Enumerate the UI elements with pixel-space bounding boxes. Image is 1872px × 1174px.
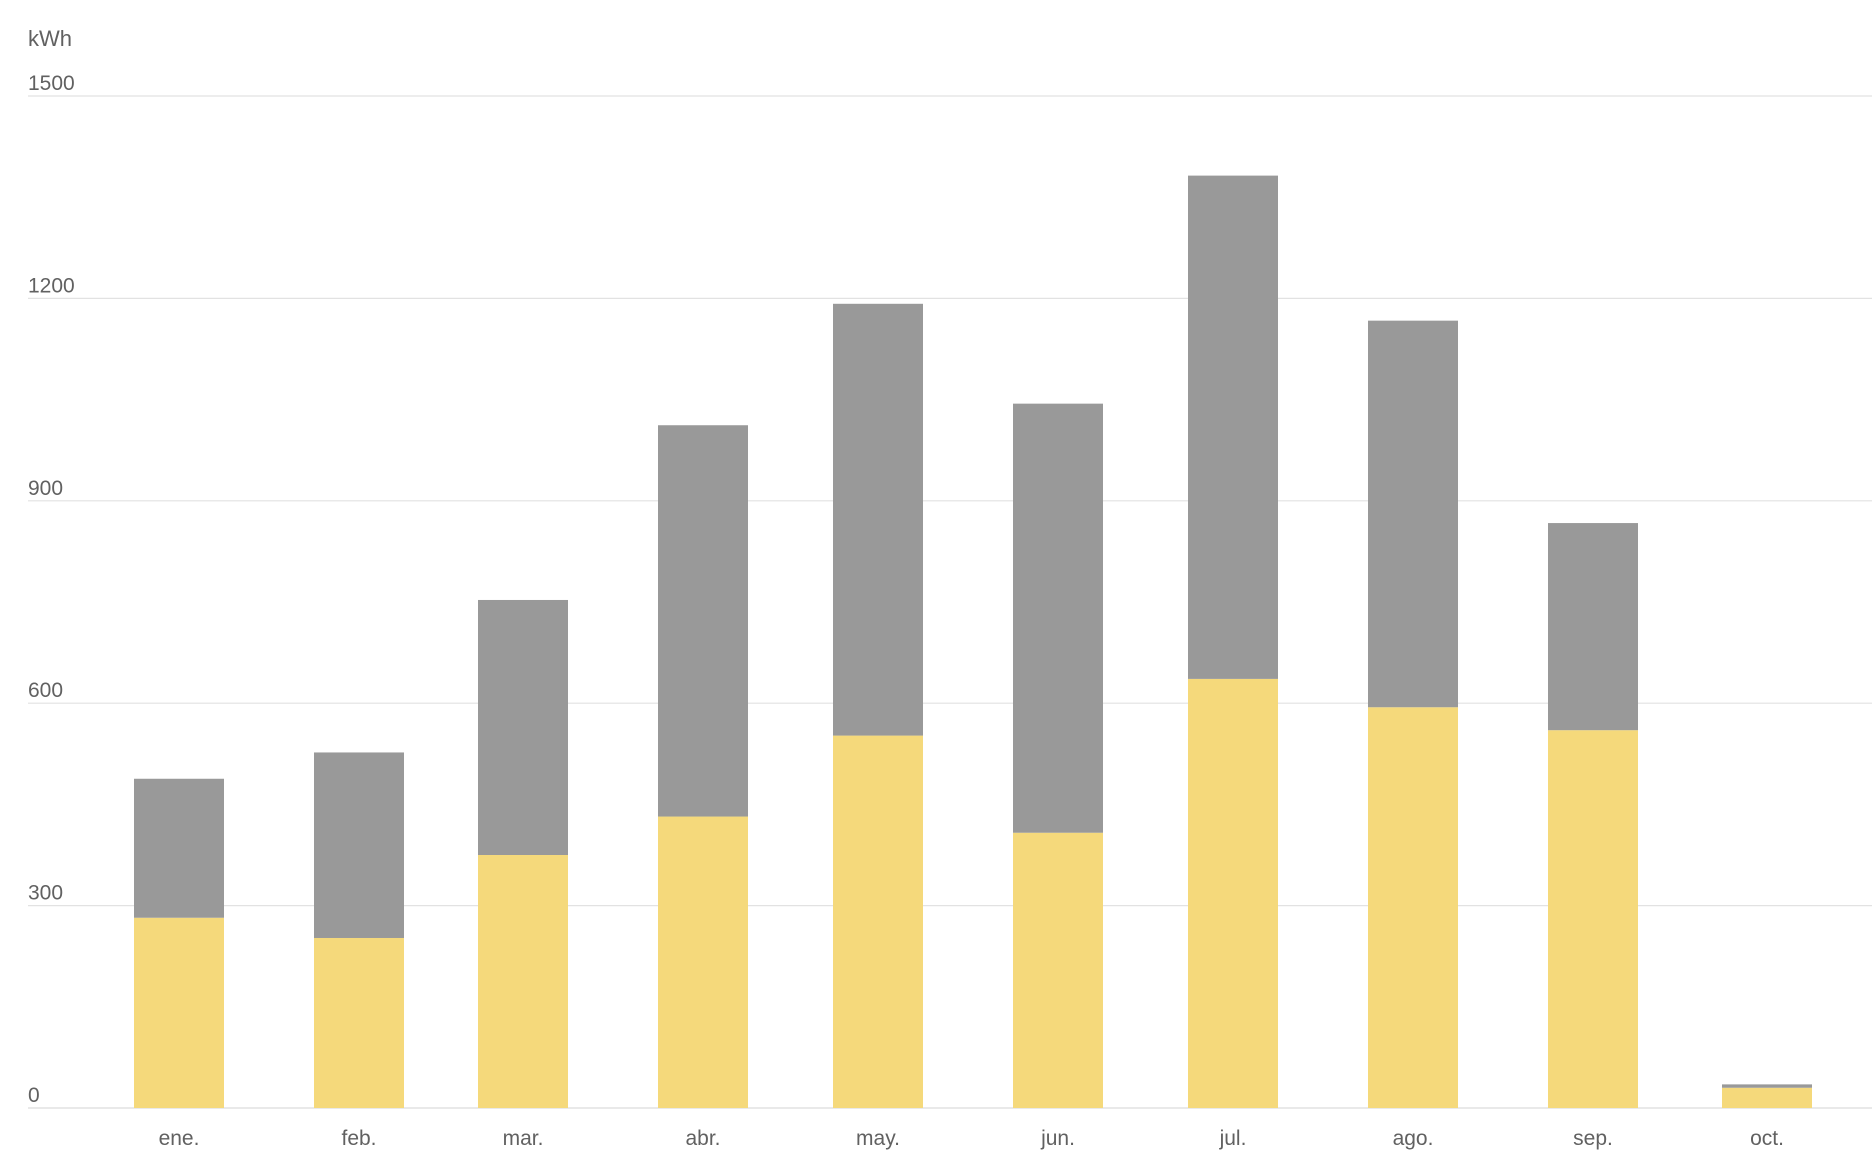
y-tick-label: 1500	[28, 72, 75, 95]
y-tick-label: 600	[28, 679, 63, 702]
x-tick-label: may.	[856, 1127, 900, 1150]
bar-segment-series1-sep[interactable]	[1548, 730, 1638, 1108]
bar-segment-series2-sep[interactable]	[1548, 523, 1638, 731]
bar-segment-series2-jul[interactable]	[1188, 175, 1278, 679]
bar-segment-series2-oct[interactable]	[1722, 1084, 1812, 1088]
x-tick-label: jun.	[1040, 1127, 1075, 1150]
bar-segment-series2-abr[interactable]	[658, 425, 748, 817]
y-tick-label: 300	[28, 882, 63, 905]
bar-segment-series2-may[interactable]	[833, 303, 923, 736]
bar-segment-series1-ago[interactable]	[1368, 707, 1458, 1108]
y-tick-label: 0	[28, 1084, 40, 1107]
bar-segment-series2-mar[interactable]	[478, 599, 568, 855]
bar-segment-series2-ago[interactable]	[1368, 320, 1458, 708]
bar-segment-series1-jun[interactable]	[1013, 832, 1103, 1108]
x-tick-label: ago.	[1393, 1127, 1434, 1150]
x-tick-label: abr.	[685, 1127, 720, 1150]
bar-segment-series1-feb[interactable]	[314, 937, 404, 1108]
x-tick-label: feb.	[341, 1127, 376, 1150]
bar-segment-series1-oct[interactable]	[1722, 1087, 1812, 1108]
x-tick-label: ene.	[159, 1127, 200, 1150]
bar-segment-series1-mar[interactable]	[478, 855, 568, 1108]
tick-labels: 0 300 600 900 1200 1500 ene. feb. mar. abr. may. ju…	[28, 72, 1784, 1150]
y-tick-label: 900	[28, 477, 63, 500]
bar-segment-series2-ene[interactable]	[134, 778, 224, 918]
x-tick-label: mar.	[503, 1127, 544, 1150]
x-tick-label: jul.	[1219, 1127, 1247, 1150]
bar-segment-series2-jun[interactable]	[1013, 403, 1103, 833]
bar-segment-series1-ene[interactable]	[134, 917, 224, 1108]
x-tick-label: sep.	[1573, 1127, 1613, 1150]
y-tick-label: 1200	[28, 274, 75, 297]
bar-segment-series1-may[interactable]	[833, 735, 923, 1108]
y-axis-label: kWh	[28, 26, 72, 51]
bar-segment-series1-abr[interactable]	[658, 816, 748, 1108]
bar-segment-series2-feb[interactable]	[314, 752, 404, 938]
bars	[134, 175, 1812, 1108]
bar-segment-series1-jul[interactable]	[1188, 678, 1278, 1108]
x-tick-label: oct.	[1750, 1127, 1784, 1150]
